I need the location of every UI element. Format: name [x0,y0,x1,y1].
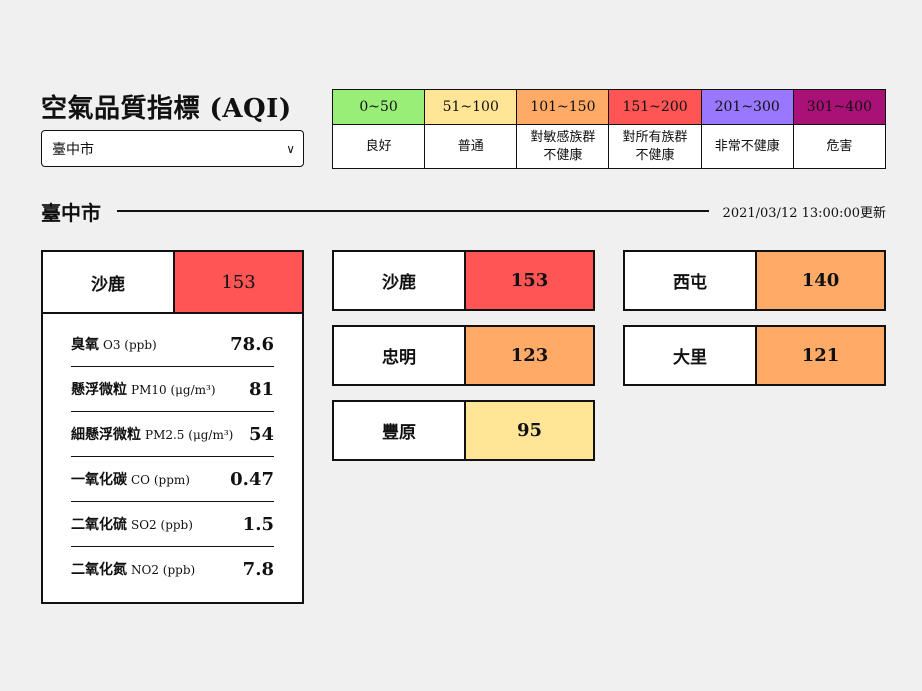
pollutant-name: 臭氧 O3 (ppb) [71,334,157,354]
pollutant-name: 細懸浮微粒 PM2.5 (μg/m³) [71,424,233,444]
legend-desc-cell: 對敏感族群 不健康 [516,124,610,169]
pollutant-label: 臭氧 [71,337,99,353]
pollutant-value: 1.5 [242,513,274,535]
pollutant-unit: SO2 (ppb) [131,518,193,532]
station-card[interactable]: 沙鹿 153 [332,250,595,311]
legend-desc-line: 對所有族群 [622,129,688,145]
pollutant-value: 7.8 [242,558,274,580]
pollutant-row: 二氧化氮 NO2 (ppb) 7.8 [71,547,274,591]
station-aqi-value: 140 [757,252,884,309]
legend-desc-line: 不健康 [635,147,675,163]
station-card[interactable]: 忠明 123 [332,325,595,386]
station-name: 忠明 [334,327,466,384]
station-name: 西屯 [625,252,757,309]
legend-desc-cell: 危害 [792,124,887,169]
legend-desc-cell: 對所有族群 不健康 [608,124,702,169]
legend-range-cell: 151~200 [608,89,702,125]
legend-desc-cell: 良好 [331,124,426,169]
legend-desc-cell: 非常不健康 [700,124,794,169]
pollutant-unit: NO2 (ppb) [131,563,196,577]
section-divider [117,210,709,212]
pollutant-unit: PM2.5 (μg/m³) [145,428,234,442]
aqi-legend: 0~50 51~100 101~150 151~200 201~300 301~400 良… [331,89,887,169]
pollutant-row: 臭氧 O3 (ppb) 78.6 [71,322,274,367]
pollutant-label: 細懸浮微粒 [71,427,141,443]
legend-range-cell: 201~300 [700,89,794,125]
legend-desc-line: 不健康 [543,147,583,163]
pollutant-value: 81 [248,378,274,400]
legend-range-cell: 51~100 [424,89,518,125]
legend-desc-line: 對敏感族群 [530,129,596,145]
legend-range-cell: 101~150 [516,89,610,125]
detail-aqi-value: 153 [175,252,302,312]
station-aqi-value: 153 [466,252,593,309]
pollutant-row: 懸浮微粒 PM10 (μg/m³) 81 [71,367,274,412]
station-detail-panel: 沙鹿 153 臭氧 O3 (ppb) 78.6 懸浮微粒 PM10 (μg/m³) 81 細… [41,250,304,604]
pollutant-name: 二氧化氮 NO2 (ppb) [71,559,195,579]
legend-range-cell: 0~50 [331,89,426,125]
legend-range-cell: 301~400 [792,89,887,125]
pollutant-list: 臭氧 O3 (ppb) 78.6 懸浮微粒 PM10 (μg/m³) 81 細懸浮微粒 PM2… [43,314,302,591]
pollutant-name: 一氧化碳 CO (ppm) [71,469,190,489]
section-header: 臺中市 2021/03/12 13:00:00更新 [41,196,886,226]
pollutant-row: 一氧化碳 CO (ppm) 0.47 [71,457,274,502]
legend-desc-cell: 普通 [424,124,518,169]
station-aqi-value: 121 [757,327,884,384]
station-card[interactable]: 西屯 140 [623,250,886,311]
legend-desc-line: 普通 [457,138,484,154]
station-card[interactable]: 大里 121 [623,325,886,386]
pollutant-unit: O3 (ppb) [103,338,157,352]
station-aqi-value: 95 [466,402,593,459]
pollutant-unit: CO (ppm) [131,473,190,487]
pollutant-value: 0.47 [230,468,274,490]
city-select[interactable]: 臺中市 ∨ [41,130,304,167]
detail-site-name: 沙鹿 [43,252,175,312]
pollutant-value: 54 [248,423,274,445]
pollutant-name: 二氧化硫 SO2 (ppb) [71,514,193,534]
station-aqi-value: 123 [466,327,593,384]
chevron-down-icon: ∨ [286,141,295,156]
station-name: 沙鹿 [334,252,466,309]
pollutant-unit: PM10 (μg/m³) [131,383,216,397]
legend-desc-line: 良好 [365,138,392,154]
section-city-name: 臺中市 [41,200,101,225]
pollutant-row: 細懸浮微粒 PM2.5 (μg/m³) 54 [71,412,274,457]
city-select-value: 臺中市 [52,141,94,158]
station-name: 大里 [625,327,757,384]
update-time: 2021/03/12 13:00:00更新 [722,205,886,221]
pollutant-label: 二氧化氮 [71,562,127,578]
legend-desc-line: 非常不健康 [714,138,780,154]
page-title: 空氣品質指標 (AQI) [41,94,292,124]
station-name: 豐原 [334,402,466,459]
pollutant-value: 78.6 [230,333,274,355]
station-card[interactable]: 豐原 95 [332,400,595,461]
pollutant-label: 一氧化碳 [71,472,127,488]
pollutant-label: 二氧化硫 [71,517,127,533]
pollutant-name: 懸浮微粒 PM10 (μg/m³) [71,379,216,399]
pollutant-label: 懸浮微粒 [71,382,127,398]
legend-desc-line: 危害 [826,138,853,154]
pollutant-row: 二氧化硫 SO2 (ppb) 1.5 [71,502,274,547]
